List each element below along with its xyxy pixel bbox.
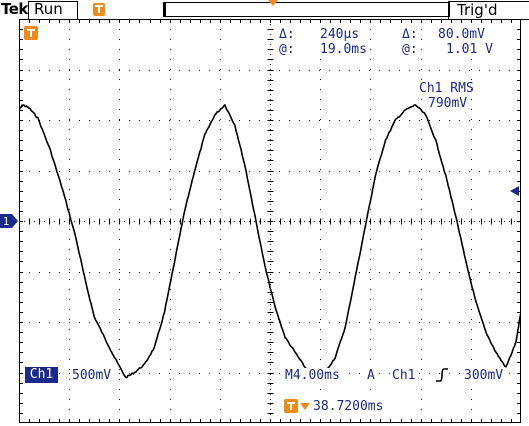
cursor-delta-time-symbol: Δ:: [279, 27, 295, 42]
trigger-source: Ch1: [392, 368, 416, 383]
trigger-mode: A: [367, 368, 375, 383]
cursor-at-time: 19.0ms: [320, 42, 367, 57]
status-bar: Tek Run Trig'd: [0, 0, 529, 20]
rising-edge-icon: [436, 368, 448, 382]
trigger-position-arrow-icon: [268, 0, 278, 6]
cursor-at-time-symbol: @:: [279, 42, 295, 57]
record-length-bar: [163, 2, 450, 17]
channel1-ground-marker-icon[interactable]: 1: [0, 214, 18, 228]
channel1-waveform: [19, 104, 521, 379]
trigger-level: 300mV: [464, 368, 504, 383]
cursor-delta-time: 240µs: [320, 27, 360, 42]
record-window-indicator: [164, 3, 169, 16]
measurement-label: Ch1 RMS: [419, 81, 474, 96]
cursor-at-volt-symbol: @:: [402, 42, 418, 57]
trigger-position-icon: [284, 399, 298, 413]
trigger-level-arrow-icon[interactable]: [510, 186, 519, 196]
trigger-status: Trig'd: [457, 1, 498, 19]
trigger-time-marker-icon: [24, 26, 38, 40]
trigger-status-box: Trig'd: [448, 1, 529, 20]
graticule: [19, 19, 521, 423]
channel1-badge[interactable]: Ch1: [25, 367, 58, 383]
cursor-delta-volt-symbol: Δ:: [402, 27, 418, 42]
channel1-scale: 500mV: [72, 368, 112, 383]
trigger-point-icon: [93, 3, 105, 16]
measurement-value: 790mV: [428, 96, 468, 111]
acquisition-state: Run: [34, 0, 63, 18]
channel1-ground-label: 1: [3, 215, 10, 228]
cursor-at-volt: 1.01 V: [446, 42, 493, 57]
timebase: M4.00ms: [285, 368, 340, 383]
brand-logo: Tek: [1, 0, 28, 18]
trigger-position-down-arrow-icon: [300, 403, 310, 410]
cursor-delta-volt: 80.0mV: [438, 27, 485, 42]
waveform-area: [19, 19, 521, 423]
trigger-position-time: 38.7200ms: [313, 399, 384, 414]
